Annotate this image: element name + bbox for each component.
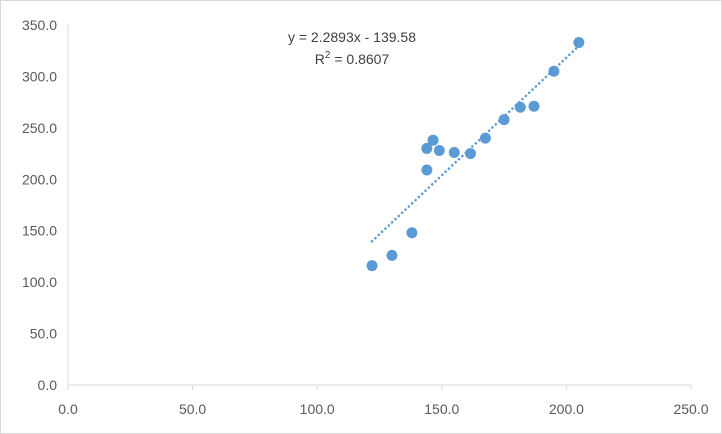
trendline [370, 44, 581, 243]
r2-suffix: = 0.8607 [330, 51, 389, 67]
y-axis-ticks: 0.0 50.0 100.0 150.0 200.0 250.0 300.0 350.0 [22, 17, 57, 393]
axes [67, 25, 691, 386]
data-point [464, 148, 476, 160]
trendline-equation: y = 2.2893x - 139.58 [288, 29, 416, 45]
y-tick-label: 100.0 [22, 274, 57, 290]
y-tick-label: 0.0 [38, 377, 58, 393]
y-tick-label: 50.0 [30, 326, 57, 342]
data-point [427, 134, 439, 146]
x-tick-label: 200.0 [549, 401, 584, 417]
y-tick-label: 150.0 [22, 223, 57, 239]
x-tick-label: 100.0 [300, 401, 335, 417]
data-point [498, 114, 510, 126]
data-point [573, 36, 585, 48]
data-point [514, 101, 526, 113]
data-point [528, 100, 540, 112]
x-tick-label: 0.0 [58, 401, 78, 417]
x-tick-label: 150.0 [424, 401, 459, 417]
data-point [433, 144, 445, 156]
y-tick-label: 200.0 [22, 171, 57, 187]
data-point [421, 164, 433, 176]
data-point [548, 65, 560, 77]
data-point [366, 260, 378, 272]
data-point [479, 132, 491, 144]
data-point [406, 227, 418, 239]
y-tick-label: 250.0 [22, 120, 57, 136]
trendline-r-squared: R2 = 0.8607 [315, 50, 390, 67]
r2-superscript: 2 [325, 50, 331, 61]
r2-prefix: R [315, 51, 325, 67]
data-points [366, 36, 585, 272]
x-axis-ticks: 0.0 50.0 100.0 150.0 200.0 250.0 [58, 385, 709, 417]
y-tick-label: 350.0 [22, 17, 57, 33]
data-point [448, 147, 460, 159]
data-point [421, 142, 433, 154]
y-tick-label: 300.0 [22, 68, 57, 84]
x-tick-label: 50.0 [179, 401, 206, 417]
data-point [386, 249, 398, 261]
x-tick-label: 250.0 [673, 401, 708, 417]
